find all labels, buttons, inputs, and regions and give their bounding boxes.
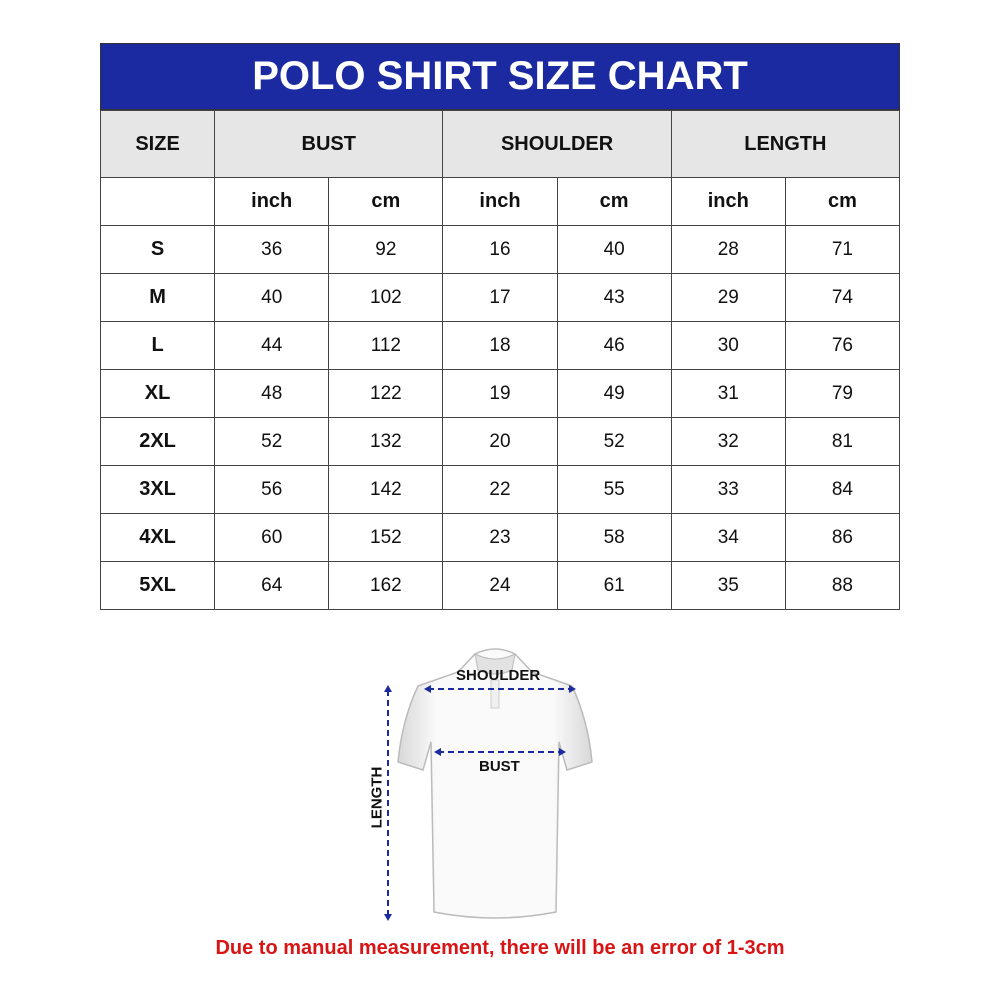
header-length: LENGTH — [670, 110, 901, 178]
collar — [474, 653, 516, 675]
value-cell: 76 — [784, 321, 901, 370]
unit-cell: cm — [784, 177, 901, 226]
table-row: XL 48 122 19 49 31 79 — [99, 369, 901, 418]
unit-cell: inch — [670, 177, 786, 226]
value-cell: 20 — [442, 417, 558, 466]
measurement-note: Due to manual measurement, there will be… — [215, 937, 785, 959]
value-cell: 18 — [442, 321, 558, 370]
value-cell: 44 — [214, 321, 330, 370]
table-row: 3XL 56 142 22 55 33 84 — [99, 465, 901, 514]
chart-title: POLO SHIRT SIZE CHART — [100, 43, 900, 110]
value-cell: 33 — [670, 465, 786, 514]
polo-shirt-diagram — [384, 648, 593, 921]
value-cell: 52 — [214, 417, 330, 466]
bust-label: BUST — [479, 758, 520, 775]
table-row: 5XL 64 162 24 61 35 88 — [99, 561, 901, 610]
value-cell: 132 — [328, 417, 444, 466]
value-cell: 29 — [670, 273, 786, 322]
value-cell: 24 — [442, 561, 558, 610]
value-cell: 40 — [214, 273, 330, 322]
value-cell: 31 — [670, 369, 786, 418]
value-cell: 30 — [670, 321, 786, 370]
size-cell: 5XL — [99, 561, 216, 610]
value-cell: 22 — [442, 465, 558, 514]
value-cell: 43 — [556, 273, 672, 322]
table-row: L 44 112 18 46 30 76 — [99, 321, 901, 370]
size-cell: XL — [99, 369, 216, 418]
value-cell: 71 — [784, 225, 901, 274]
value-cell: 52 — [556, 417, 672, 466]
size-cell: 4XL — [99, 513, 216, 562]
value-cell: 34 — [670, 513, 786, 562]
value-cell: 79 — [784, 369, 901, 418]
value-cell: 102 — [328, 273, 444, 322]
unit-cell: inch — [442, 177, 558, 226]
size-cell: 3XL — [99, 465, 216, 514]
table-row: M 40 102 17 43 29 74 — [99, 273, 901, 322]
size-cell: M — [99, 273, 216, 322]
value-cell: 46 — [556, 321, 672, 370]
value-cell: 48 — [214, 369, 330, 418]
value-cell: 86 — [784, 513, 901, 562]
unit-cell: cm — [328, 177, 444, 226]
size-cell: S — [99, 225, 216, 274]
value-cell: 152 — [328, 513, 444, 562]
value-cell: 81 — [784, 417, 901, 466]
value-cell: 28 — [670, 225, 786, 274]
value-cell: 92 — [328, 225, 444, 274]
value-cell: 23 — [442, 513, 558, 562]
value-cell: 56 — [214, 465, 330, 514]
placket — [490, 679, 500, 709]
value-cell: 162 — [328, 561, 444, 610]
unit-cell: inch — [214, 177, 330, 226]
value-cell: 17 — [442, 273, 558, 322]
value-cell: 49 — [556, 369, 672, 418]
header-shoulder: SHOULDER — [442, 110, 672, 178]
value-cell: 61 — [556, 561, 672, 610]
value-cell: 84 — [784, 465, 901, 514]
value-cell: 64 — [214, 561, 330, 610]
value-cell: 55 — [556, 465, 672, 514]
value-cell: 35 — [670, 561, 786, 610]
size-chart: POLO SHIRT SIZE CHART SIZE BUST SHOULDER… — [99, 43, 901, 610]
value-cell: 36 — [214, 225, 330, 274]
value-cell: 40 — [556, 225, 672, 274]
table-row: 4XL 60 152 23 58 34 86 — [99, 513, 901, 562]
value-cell: 58 — [556, 513, 672, 562]
unit-empty — [99, 177, 216, 226]
value-cell: 32 — [670, 417, 786, 466]
table-row: 2XL 52 132 20 52 32 81 — [99, 417, 901, 466]
table-row: S 36 92 16 40 28 71 — [99, 225, 901, 274]
size-cell: L — [99, 321, 216, 370]
value-cell: 19 — [442, 369, 558, 418]
size-table: SIZE BUST SHOULDER LENGTH inch cm inch c… — [99, 110, 901, 610]
header-bust: BUST — [214, 110, 444, 178]
value-cell: 88 — [784, 561, 901, 610]
header-row: SIZE BUST SHOULDER LENGTH — [99, 110, 901, 178]
value-cell: 122 — [328, 369, 444, 418]
header-size: SIZE — [99, 110, 216, 178]
value-cell: 16 — [442, 225, 558, 274]
length-label: LENGTH — [368, 766, 386, 829]
shoulder-label: SHOULDER — [456, 667, 541, 684]
unit-cell: cm — [556, 177, 672, 226]
unit-row: inch cm inch cm inch cm — [99, 177, 901, 226]
value-cell: 74 — [784, 273, 901, 322]
size-cell: 2XL — [99, 417, 216, 466]
value-cell: 60 — [214, 513, 330, 562]
value-cell: 142 — [328, 465, 444, 514]
value-cell: 112 — [328, 321, 444, 370]
